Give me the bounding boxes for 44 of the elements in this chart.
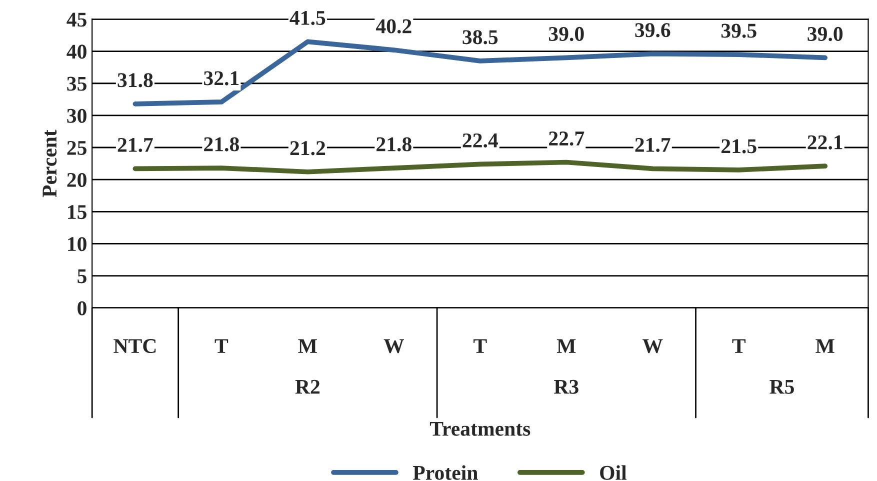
legend-label: Oil [600, 465, 626, 480]
x-tick-label: T [732, 339, 746, 353]
x-tick-label: NTC [114, 339, 156, 354]
data-label: 38.5 [462, 30, 498, 44]
y-tick-label: 5 [78, 269, 86, 284]
data-label: 22.4 [462, 133, 498, 148]
data-label: 39.0 [548, 26, 584, 42]
y-tick-label: 45 [66, 12, 86, 27]
data-label: 41.5 [290, 10, 326, 26]
text: R3 [554, 380, 578, 394]
y-tick-label: 20 [67, 172, 86, 188]
x-tick-label: T [214, 339, 228, 353]
data-label: 39.0 [808, 26, 843, 42]
y-tick-label: 15 [68, 205, 86, 220]
data-label: 21.5 [722, 139, 756, 154]
data-label: 40.2 [376, 19, 412, 34]
data-label: 39.5 [721, 24, 756, 38]
x-tick-label: W [384, 339, 404, 354]
data-label: 21.7 [118, 138, 153, 152]
y-tick-label: 30 [67, 108, 86, 123]
y-tick-label: 10 [68, 237, 86, 252]
y-tick-label: 35 [67, 76, 86, 91]
data-label: 39.6 [635, 23, 670, 38]
y-axis-title: Percent [42, 130, 57, 198]
x-tick-label: M [556, 339, 576, 353]
data-label: 21.7 [635, 138, 670, 152]
data-label: 21.2 [290, 141, 326, 156]
data-label: 22.7 [549, 132, 584, 146]
x-tick-label: W [642, 339, 663, 354]
y-tick-label: 0 [78, 301, 86, 316]
text: R5 [770, 380, 794, 394]
text: R2 [295, 380, 320, 394]
data-label: 22.1 [808, 135, 842, 150]
y-tick-label: 40 [66, 44, 86, 59]
x-tick-label: M [298, 339, 317, 353]
y-tick-label: 25 [67, 140, 86, 155]
x-axis-title: Treatments [430, 422, 530, 436]
x-tick-label: T [474, 339, 487, 353]
data-label: 21.8 [376, 137, 412, 152]
data-label: 32.1 [204, 71, 239, 86]
data-label: 31.8 [118, 73, 153, 88]
legend-label: Protein [413, 465, 478, 480]
x-tick-label: M [816, 339, 834, 353]
data-label: 21.8 [204, 137, 239, 152]
